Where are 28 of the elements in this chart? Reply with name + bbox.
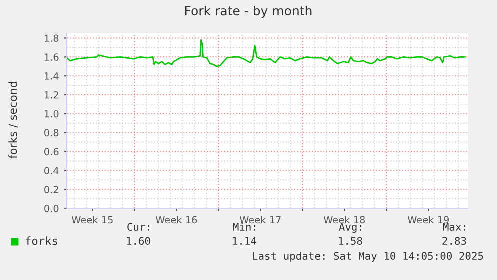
x-tick-label: Week 19	[408, 216, 450, 224]
text: 2.83	[442, 237, 466, 246]
y-tick-label: 1.6	[44, 54, 59, 61]
text: 1.14	[233, 237, 257, 245]
text: 1.60	[127, 237, 150, 246]
y-tick-label: 0.2	[44, 186, 58, 194]
y-tick-label: 0.6	[44, 148, 59, 156]
y-tick-label: 1.4	[44, 72, 59, 80]
text: Min:	[233, 222, 256, 231]
x-tick-label: Week 15	[72, 216, 113, 224]
line-series	[67, 39, 466, 68]
y-tick-label: 0.0	[44, 204, 59, 212]
y-tick-label: 1.2	[44, 91, 58, 99]
x-tick-label: Week 17	[240, 216, 281, 224]
y-tick-label: 0.8	[44, 129, 59, 137]
x-tick-label: Week 16	[156, 216, 198, 224]
chart-title: Fork rate - by month	[186, 6, 312, 18]
y-axis-title: forks / second	[8, 82, 18, 159]
text: Max:	[443, 223, 466, 232]
y-tick-label: 1.8	[44, 34, 59, 42]
text: 1.58	[339, 237, 362, 246]
text: Last update: Sat May 10 14:05:00 2025	[253, 252, 484, 262]
legend-label: forks	[26, 236, 58, 246]
text: Avg:	[339, 223, 362, 234]
x-tick-label: Week 18	[324, 216, 366, 224]
y-tick-label: 1.0	[44, 110, 59, 118]
y-tick-label: 0.4	[44, 167, 59, 174]
text: Cur:	[128, 223, 150, 232]
